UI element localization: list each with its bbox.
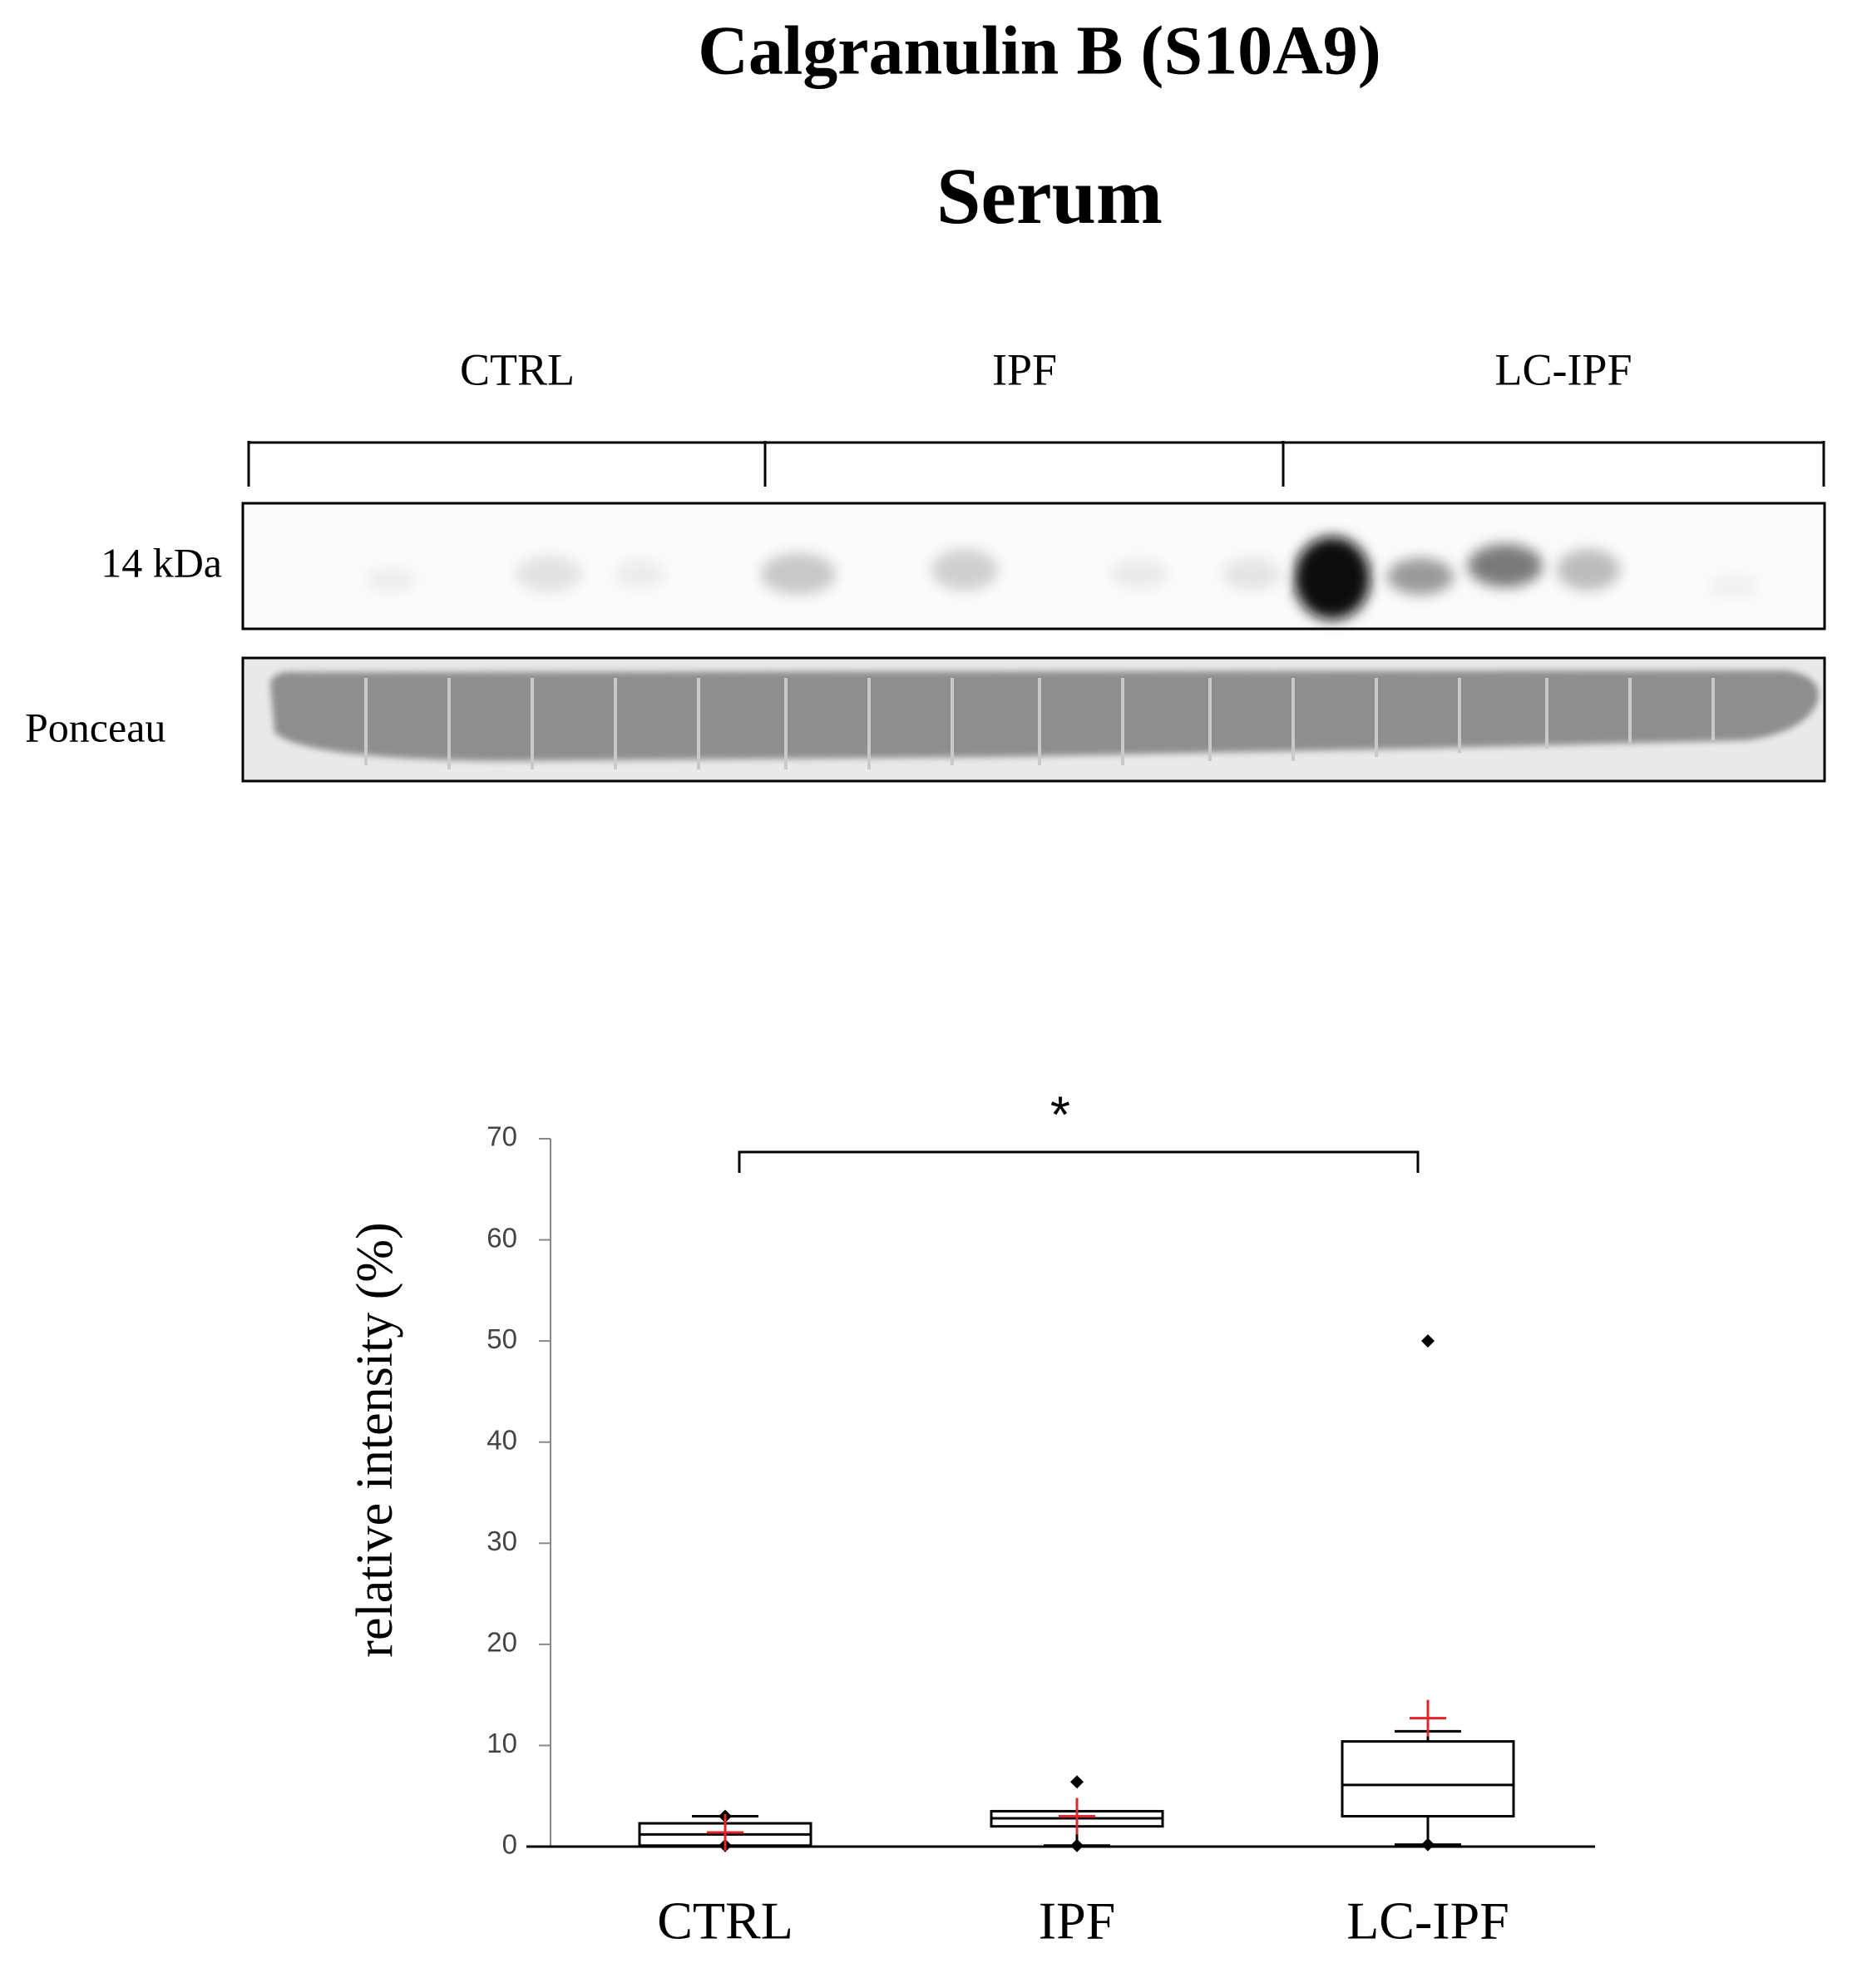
marker-label: 14 kDa	[101, 539, 222, 586]
significance-label: *	[1050, 1086, 1070, 1144]
x-tick-label: IPF	[1039, 1892, 1116, 1951]
y-axis-label: relative intensity (%)	[347, 1222, 403, 1657]
mean-marker	[1410, 1699, 1446, 1737]
ponceau-panel	[241, 656, 1826, 783]
y-tick-label: 20	[486, 1627, 517, 1658]
x-tick-label: LC-IPF	[1346, 1892, 1509, 1951]
significance-bracket	[738, 1150, 1420, 1173]
lane-separators	[364, 678, 1715, 769]
y-tick-label: 30	[486, 1526, 517, 1556]
extreme-point	[1070, 1838, 1084, 1852]
y-tick-label: 0	[502, 1829, 517, 1860]
blot-group-label: CTRL	[460, 344, 575, 394]
y-tick-label: 70	[486, 1121, 517, 1152]
extreme-point	[1070, 1775, 1084, 1789]
extreme-point	[1421, 1334, 1435, 1348]
plot-area: 0 10 20 30 40 50 60 70 CTRL IPF LC-IPF	[486, 1121, 1595, 1951]
extreme-point	[1421, 1837, 1435, 1852]
y-tick-label: 50	[486, 1323, 517, 1354]
blot-panel	[241, 502, 1826, 631]
mean-marker	[1059, 1798, 1095, 1835]
y-tick-label: 10	[486, 1728, 517, 1758]
figure-title: Calgranulin B (S10A9)	[698, 12, 1380, 89]
blot-group-label: LC-IPF	[1494, 344, 1632, 394]
y-tick-label: 60	[486, 1222, 517, 1253]
box	[1341, 1740, 1515, 1818]
figure-subtitle: Serum	[936, 151, 1163, 240]
y-tick-label: 40	[486, 1424, 517, 1455]
mean-marker	[707, 1813, 743, 1851]
group-bracket	[247, 441, 1825, 487]
x-tick-label: CTRL	[657, 1892, 793, 1951]
loading-control-label: Ponceau	[25, 704, 165, 750]
blot-group-label: IPF	[992, 344, 1057, 394]
